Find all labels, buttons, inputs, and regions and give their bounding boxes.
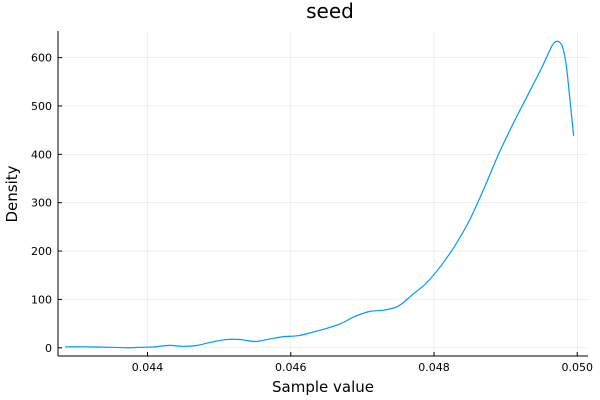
plot-area: [65, 40, 575, 349]
x-tick-label: 0.044: [132, 361, 164, 374]
y-tick-label: 500: [31, 100, 52, 113]
x-tick-label: 0.048: [418, 361, 450, 374]
y-tick-label: 300: [31, 197, 52, 210]
y-tick-label: 400: [31, 148, 52, 161]
y-tick-label: 600: [31, 52, 52, 65]
y-tick-label: 100: [31, 293, 52, 306]
y-tick-label: 200: [31, 245, 52, 258]
y-tick-label: 0: [45, 342, 52, 355]
grid: [58, 31, 588, 356]
x-tick-label: 0.046: [275, 361, 307, 374]
axes: [57, 31, 588, 357]
density-series-line: [65, 40, 575, 349]
y-axis-title: Density: [3, 165, 21, 222]
x-axis-title: Sample value: [272, 378, 374, 396]
ticks: 0.044 0.046 0.048 0.050 0 100 200 300 400 500 600: [31, 52, 593, 374]
x-tick-label: 0.050: [562, 361, 594, 374]
chart-title: seed: [306, 0, 354, 23]
